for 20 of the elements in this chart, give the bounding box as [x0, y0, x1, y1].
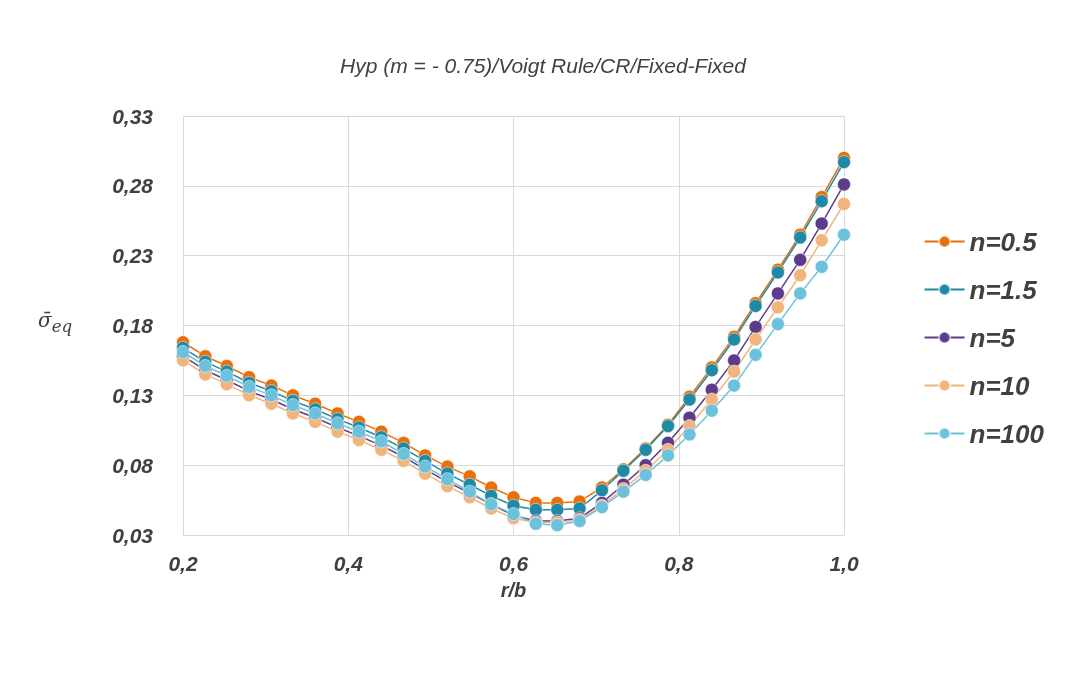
- x-tick-label: 0,6: [498, 552, 529, 575]
- y-tick-label: 0,03: [112, 523, 154, 547]
- y-tick-label: 0,08: [112, 453, 154, 477]
- y-tick-label: 0,33: [112, 104, 154, 128]
- legend-label: n=0.5: [969, 226, 1038, 257]
- y-axis-title: σ̄$_{eq}$: [38, 308, 73, 336]
- x-tick-label: 0,4: [333, 552, 364, 575]
- y-tick-label: 0,23: [112, 244, 154, 268]
- chart-title: Hyp (m = - 0.75)/Voigt Rule/CR/Fixed-Fixed: [340, 54, 748, 77]
- legend-label: n=1.5: [969, 274, 1038, 305]
- legend-label: n=5: [969, 322, 1016, 353]
- y-tick-label: 0,28: [112, 174, 154, 198]
- x-tick-label: 1,0: [829, 552, 859, 575]
- x-tick-label: 0,2: [168, 552, 198, 575]
- x-axis-title: r/b: [500, 579, 527, 601]
- legend-label: n=10: [969, 370, 1031, 401]
- y-tick-label: 0,13: [112, 383, 154, 407]
- x-tick-label: 0,8: [664, 552, 694, 575]
- y-tick-label: 0,18: [112, 314, 154, 337]
- legend-label: n=100: [969, 418, 1045, 449]
